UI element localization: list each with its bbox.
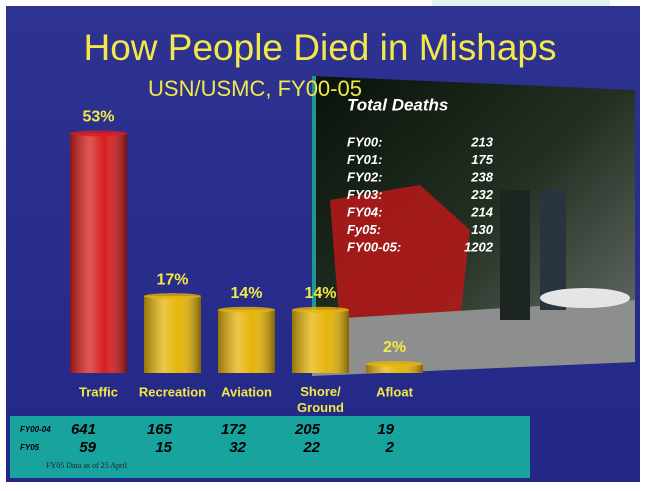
- bar-shade: [292, 310, 349, 373]
- table-value: 32: [229, 439, 246, 456]
- photo-person: [500, 190, 530, 320]
- chart-title: How People Died in Mishaps: [83, 27, 556, 68]
- table-value: 19: [377, 421, 394, 438]
- x-tick-label: Afloat: [376, 384, 414, 399]
- deaths-value: 232: [470, 187, 493, 202]
- table-value: 205: [294, 421, 321, 438]
- deaths-label: FY02:: [347, 169, 382, 184]
- deaths-label: FY00-05:: [347, 239, 401, 254]
- table-value: 22: [302, 439, 320, 456]
- deaths-value: 238: [470, 169, 493, 184]
- bar-cap: [218, 307, 275, 313]
- table-value: 641: [71, 421, 96, 438]
- deaths-label: Fy05:: [347, 222, 381, 237]
- deaths-value: 175: [471, 152, 493, 167]
- x-tick-label: Aviation: [221, 384, 272, 399]
- bar-cap: [144, 293, 201, 299]
- deaths-value: 213: [470, 134, 493, 149]
- deaths-label: FY03:: [347, 187, 382, 202]
- table-value: 172: [221, 421, 247, 438]
- deaths-value: 1202: [464, 239, 494, 254]
- row-label: FY05: [20, 443, 40, 452]
- x-tick-label: Recreation: [139, 384, 206, 399]
- x-tick-label: Traffic: [79, 384, 118, 399]
- value-label: 53%: [82, 109, 114, 126]
- value-label: 14%: [304, 285, 336, 302]
- value-label: 2%: [383, 339, 406, 356]
- table-value: 15: [155, 439, 172, 456]
- value-label: 14%: [230, 285, 262, 302]
- deaths-value: 130: [471, 222, 493, 237]
- deaths-label: FY04:: [347, 204, 382, 219]
- total-deaths-title: Total Deaths: [347, 95, 448, 114]
- deaths-label: FY00:: [347, 134, 382, 149]
- bar-cap: [70, 130, 127, 136]
- page: How People Died in Mishaps USN/USMC, FY0…: [0, 0, 657, 491]
- chart-subtitle: USN/USMC, FY00-05: [148, 76, 362, 101]
- row-label: FY00-04: [20, 425, 51, 434]
- x-tick-label: Shore/Ground: [297, 384, 344, 415]
- table-value: 59: [79, 439, 96, 456]
- bar-shade: [70, 133, 127, 373]
- slide: How People Died in Mishaps USN/USMC, FY0…: [0, 0, 657, 491]
- bar-cap: [366, 361, 423, 367]
- deaths-label: FY01:: [347, 152, 382, 167]
- bar-cap: [292, 307, 349, 313]
- deaths-value: 214: [470, 204, 493, 219]
- table-value: 2: [385, 439, 395, 456]
- table-value: 165: [147, 421, 173, 438]
- table-note: FY05 Data as of 25 April: [46, 461, 128, 470]
- value-label: 17%: [156, 271, 188, 288]
- bar-shade: [218, 310, 275, 373]
- bar-shade: [144, 296, 201, 373]
- photo-cover: [540, 288, 630, 308]
